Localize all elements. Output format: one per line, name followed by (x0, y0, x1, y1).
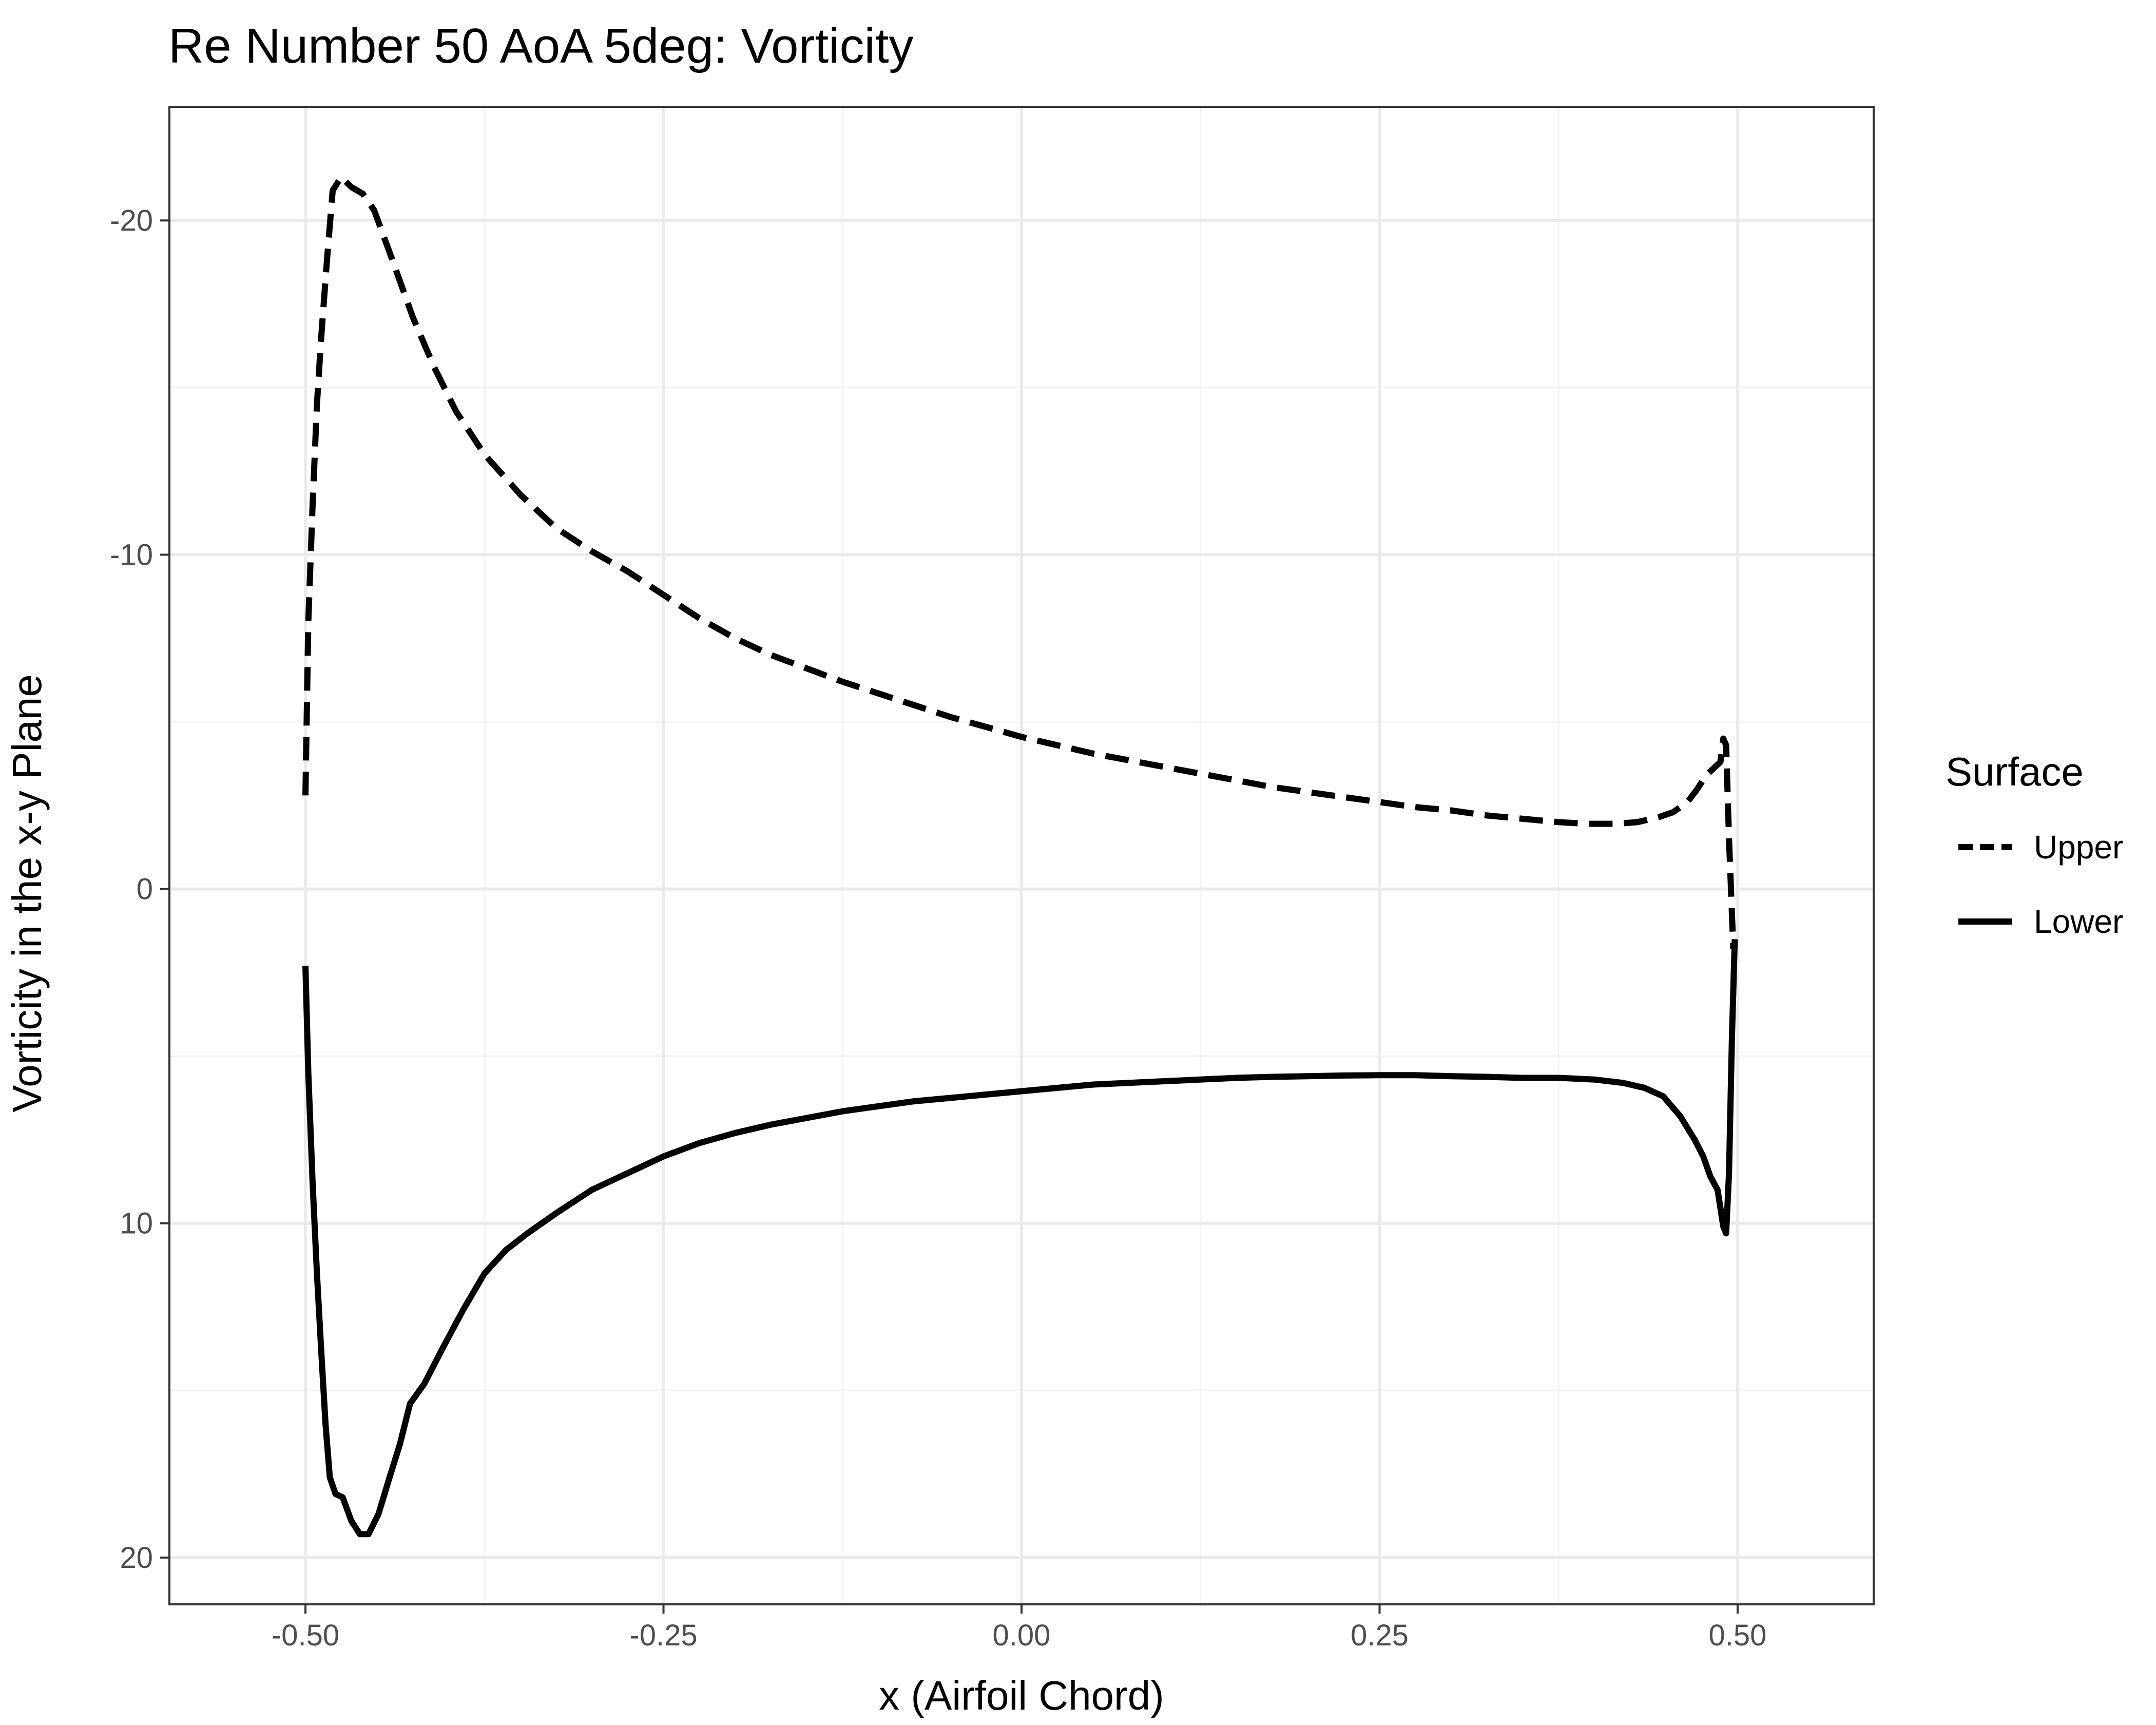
y-tick-label: 10 (120, 1207, 153, 1240)
x-tick-label: 0.00 (993, 1619, 1051, 1652)
y-tick-label: -10 (110, 538, 153, 571)
plot-area (168, 106, 1875, 1605)
y-axis: -20 -10 0 10 20 (110, 204, 169, 1575)
major-grid-y (169, 219, 1874, 1559)
y-axis-title: Vorticity in the x-y Plane (4, 674, 50, 1113)
x-tick-label: -0.50 (272, 1619, 339, 1652)
major-grid-x (304, 107, 1739, 1604)
x-tick-label: -0.25 (629, 1619, 697, 1652)
x-tick-label: 0.50 (1709, 1619, 1767, 1652)
x-axis: -0.50 -0.25 0.00 0.25 0.50 (272, 1604, 1766, 1652)
series-line-lower (302, 939, 1738, 1538)
y-tick-label: -20 (110, 204, 153, 237)
series-layer (302, 174, 1738, 1538)
legend-label-lower: Lower (2034, 903, 2123, 940)
legend-label-upper: Upper (2034, 829, 2123, 866)
y-tick-label: 0 (137, 873, 153, 906)
minor-grid-x (484, 107, 1560, 1604)
legend-title: Surface (1946, 749, 2084, 794)
legend: Surface Upper Lower (1946, 749, 2123, 940)
x-axis-title: x (Airfoil Chord) (879, 1673, 1164, 1718)
series-line-upper (302, 174, 1737, 950)
chart-title: Re Number 50 AoA 5deg: Vorticity (168, 18, 913, 73)
legend-items: Upper Lower (1958, 829, 2123, 940)
y-tick-label: 20 (120, 1541, 153, 1575)
x-tick-label: 0.25 (1351, 1619, 1409, 1652)
